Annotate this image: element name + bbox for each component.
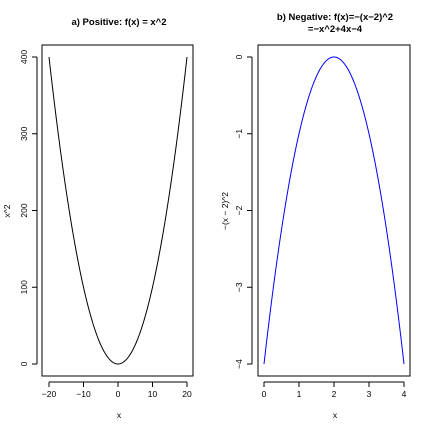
- y-tick-label: 0: [19, 361, 29, 366]
- panel-b-title-line2: =−x^2+4x−4: [308, 24, 363, 35]
- x-tick-label: −10: [76, 389, 91, 399]
- x-tick-label: 20: [182, 389, 192, 399]
- panel-b: b) Negative: f(x)=−(x−2)^2 =−x^2+4x−4 0 1…: [220, 12, 411, 420]
- x-tick-label: 2: [332, 389, 337, 399]
- y-tick-label: 0: [234, 54, 244, 59]
- panel-a-frame: [41, 44, 194, 377]
- panel-b-xlabel: x: [333, 410, 338, 420]
- panel-b-series-line: [263, 56, 405, 365]
- panel-a-title: a) Positive: f(x) = x^2: [71, 17, 166, 28]
- x-tick-label: 10: [148, 389, 158, 399]
- panel-a-y-axis: 0 100 200 300 400: [19, 50, 38, 366]
- y-tick-label: −3: [234, 282, 244, 292]
- x-tick-label: 1: [297, 389, 302, 399]
- x-tick-label: 0: [262, 389, 267, 399]
- y-tick-label: −1: [234, 129, 244, 139]
- panel-b-frame: [257, 44, 411, 377]
- panel-b-x-axis: 0 1 2 3 4: [262, 381, 407, 399]
- y-tick-label: 200: [19, 203, 29, 217]
- panel-a-ylabel: x^2: [2, 204, 12, 217]
- y-tick-label: −4: [234, 359, 244, 369]
- x-tick-label: 0: [116, 389, 121, 399]
- panel-b-y-axis: 0 −1 −2 −3 −4: [234, 54, 253, 369]
- panel-a-series-line: [48, 56, 188, 365]
- y-tick-label: 400: [19, 50, 29, 64]
- x-tick-label: 3: [367, 389, 372, 399]
- panel-a: a) Positive: f(x) = x^2 −20 −10 0 10 20 0 100…: [2, 17, 194, 420]
- y-tick-label: 100: [19, 280, 29, 294]
- y-tick-label: 300: [19, 126, 29, 140]
- y-tick-label: −2: [234, 205, 244, 215]
- panel-b-ylabel: −(x − 2)^2: [220, 192, 230, 230]
- panel-a-x-axis: −20 −10 0 10 20: [42, 381, 192, 399]
- panel-a-xlabel: x: [117, 410, 122, 420]
- panel-b-title-line1: b) Negative: f(x)=−(x−2)^2: [277, 12, 393, 23]
- x-tick-label: 4: [402, 389, 407, 399]
- x-tick-label: −20: [42, 389, 57, 399]
